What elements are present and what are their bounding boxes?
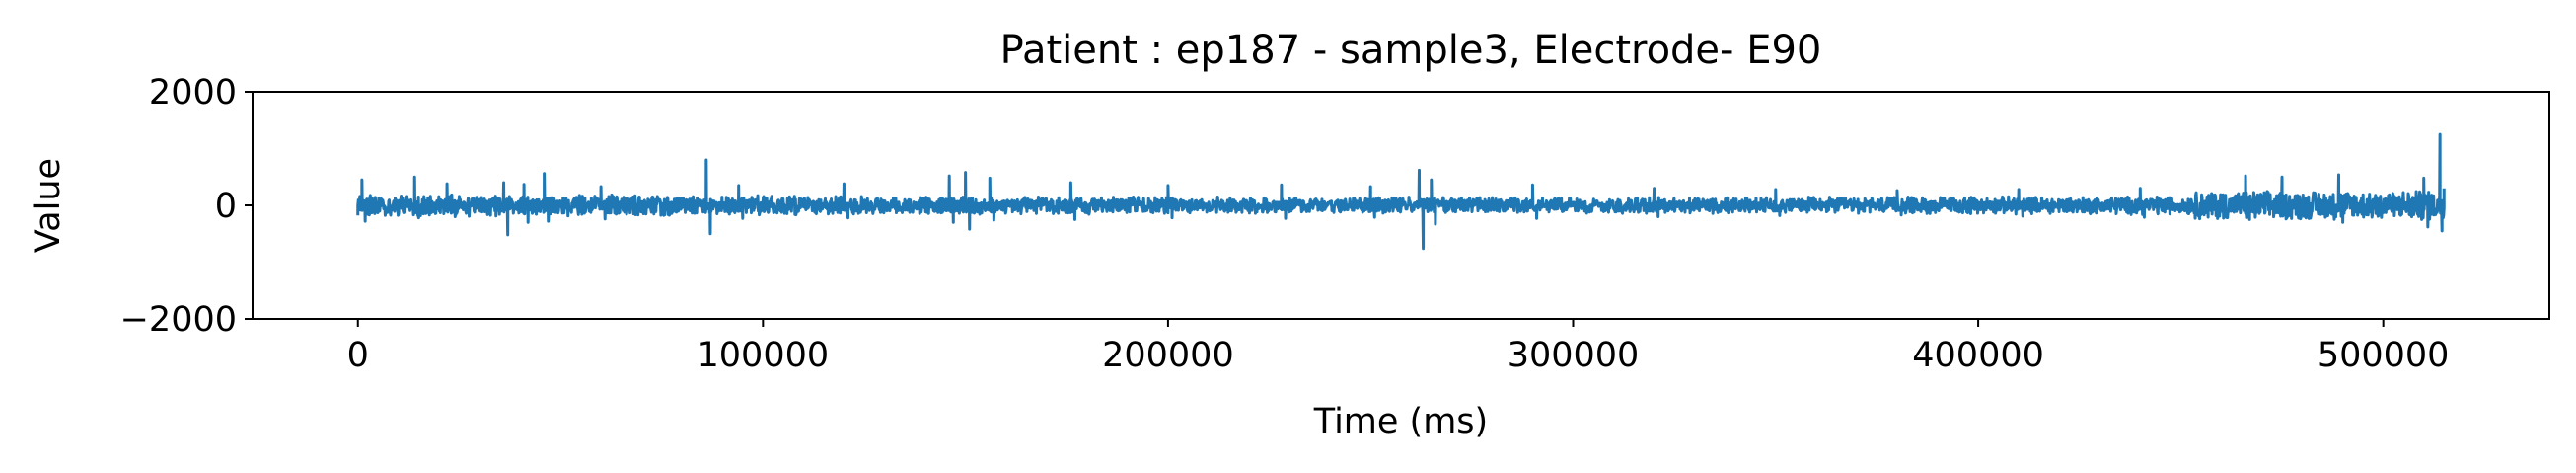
series-layer — [356, 132, 2446, 251]
series-line — [356, 132, 2446, 251]
x-tick-label: 300000 — [1508, 336, 1640, 375]
x-tick-label: 400000 — [1912, 336, 2044, 375]
y-tick-label: −2000 — [120, 300, 237, 340]
x-axis: 0 100000 200000 300000 400000 500000 — [347, 319, 2450, 375]
y-axis-label: Value — [29, 158, 68, 253]
x-tick-label: 500000 — [2318, 336, 2450, 375]
plot-area — [252, 91, 2550, 320]
y-axis: −2000 0 2000 — [120, 73, 253, 340]
x-tick-label: 0 — [347, 336, 369, 375]
y-tick-label: 2000 — [149, 73, 237, 113]
x-tick-label: 200000 — [1102, 336, 1234, 375]
x-axis-label: Time (ms) — [1313, 402, 1488, 441]
chart-title: Patient : ep187 - sample3, Electrode- E9… — [1000, 28, 1822, 73]
x-tick-label: 100000 — [698, 336, 830, 375]
y-tick-label: 0 — [215, 187, 237, 226]
